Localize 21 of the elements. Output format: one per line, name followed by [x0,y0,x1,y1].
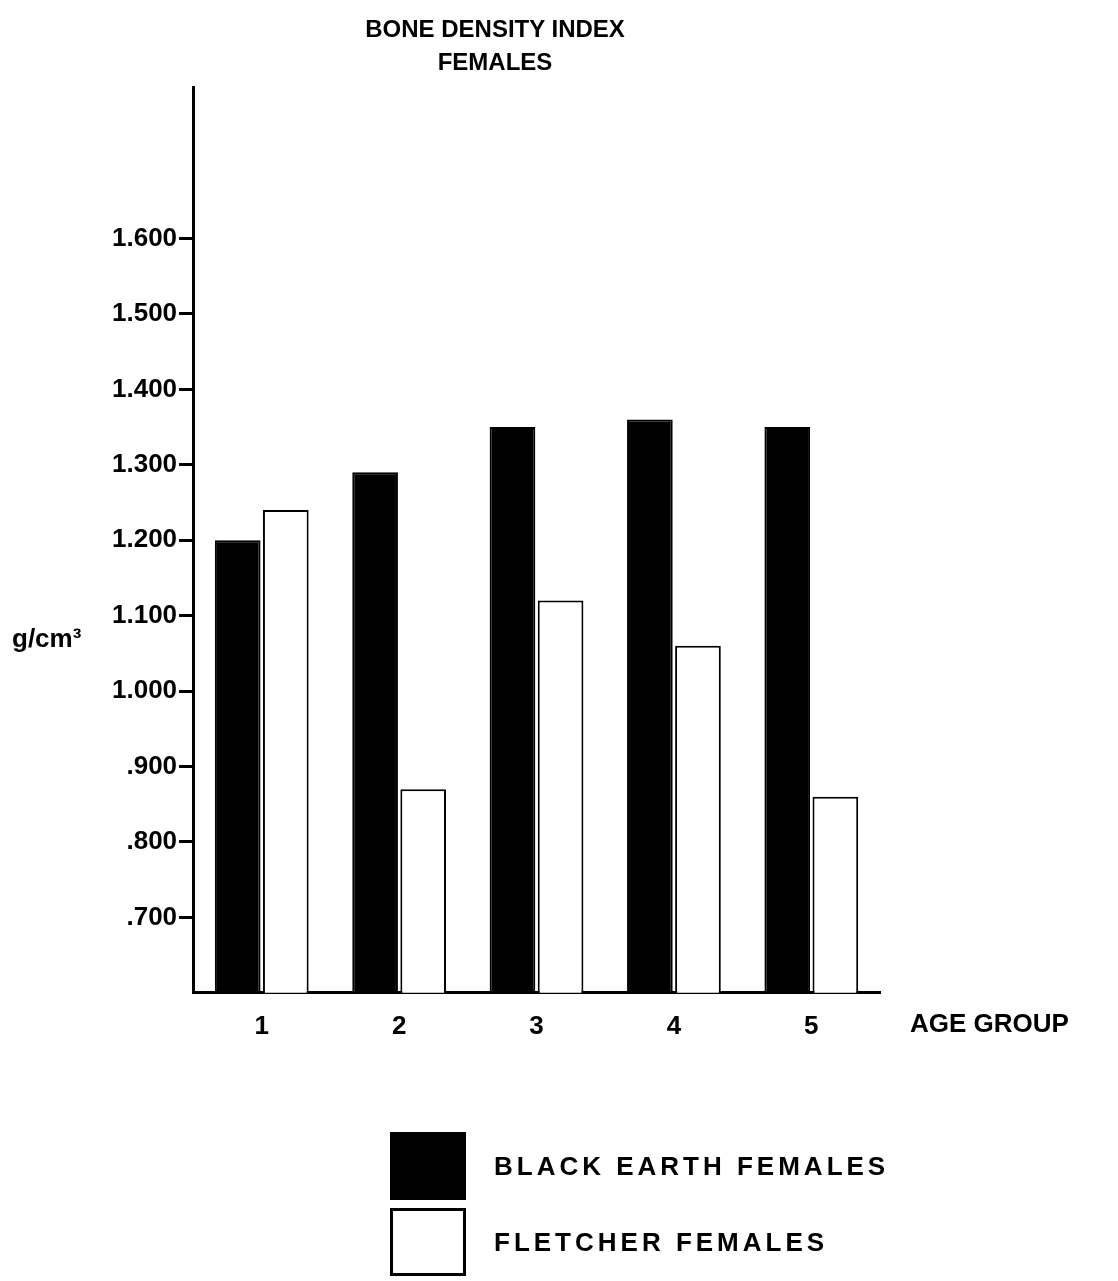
chart-title: BONE DENSITY INDEX [365,15,625,43]
y-tick-label: 1.500 [111,297,178,328]
y-tick-label: .800 [126,825,178,856]
y-axis-title: g/cm³ [12,623,82,654]
legend-label: FLETCHER FEMALES [494,1226,829,1258]
x-axis-title: AGE GROUP [910,1007,1069,1038]
x-tick-label: 3 [529,1009,544,1040]
y-tick-label: 1.000 [111,674,178,705]
y-tick-label: 1.400 [111,372,178,403]
y-tick-label: 1.100 [111,598,178,629]
series-label: BLACK EARTH FEMALES [494,1150,890,1182]
x-tick-label: 2 [391,1009,407,1040]
y-tick-label: 1.600 [111,221,178,252]
x-tick-label: 5 [804,1009,819,1040]
y-tick-label: 1.300 [111,447,178,478]
y-tick-label: 1.200 [111,523,178,554]
x-tick-label: 4 [666,1009,682,1040]
y-tick-label: .900 [126,749,178,780]
chart-subtitle: FEMALES [437,47,553,75]
y-tick-label: .700 [126,900,178,931]
x-tick-label: 1 [254,1009,269,1040]
